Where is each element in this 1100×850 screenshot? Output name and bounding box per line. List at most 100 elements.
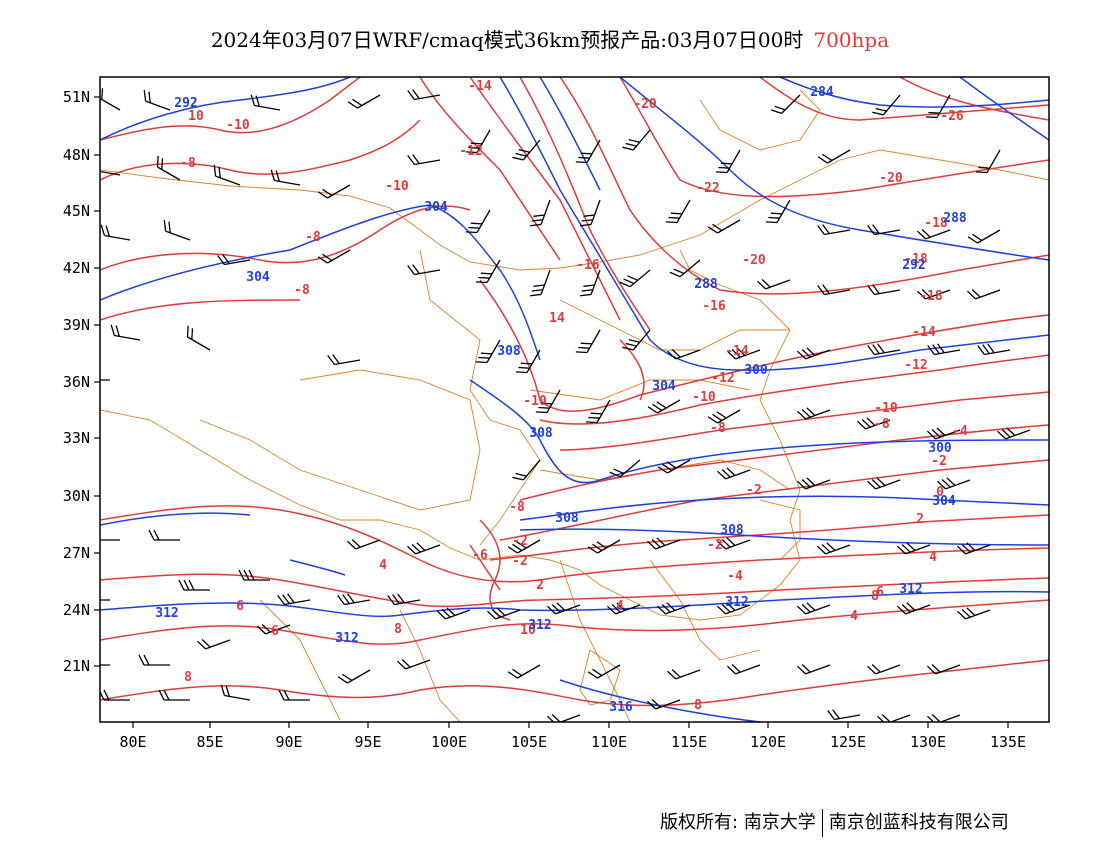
wind-barb <box>277 593 311 606</box>
wind-barb <box>278 689 310 701</box>
wind-barb-flag <box>982 344 990 355</box>
lon-tick-label: 85E <box>196 733 223 751</box>
wind-barb-flag <box>322 188 333 197</box>
lat-tick-label: 21N <box>63 657 90 675</box>
lat-tick-label: 33N <box>63 429 90 447</box>
wind-barb <box>217 254 251 266</box>
wind-barb-flag <box>547 605 557 615</box>
wind-barb-flag <box>806 602 816 611</box>
wind-barb-flag <box>881 714 891 722</box>
wind-barb-flag <box>971 289 981 298</box>
wind-barb-flag <box>877 715 887 722</box>
wind-barb <box>797 664 831 675</box>
footer-separator <box>821 809 823 837</box>
wind-barb-flag <box>613 468 625 475</box>
temperature-contour-line <box>619 77 1049 198</box>
wind-barb-flag <box>351 539 361 548</box>
lat-tick-label: 48N <box>63 146 90 164</box>
wind-barb-flag <box>957 545 967 555</box>
temperature-contour-label: 0 <box>936 485 944 500</box>
height-contour-line <box>499 77 1049 371</box>
height-contour-line <box>519 528 1049 546</box>
wind-barb-flag <box>721 469 731 478</box>
wind-barb-staff <box>517 664 541 679</box>
wind-barb-flag <box>491 609 501 618</box>
temperature-contour-label: -2 <box>746 483 762 498</box>
wind-barb-flag <box>657 605 667 615</box>
wind-barb-flag <box>468 146 480 149</box>
wind-barb-flag <box>163 689 170 701</box>
wind-barb <box>867 343 901 356</box>
wind-barb-staff <box>725 539 751 550</box>
temperature-contours <box>100 77 1049 707</box>
wind-barb <box>407 89 441 101</box>
wind-barb-staff <box>935 664 961 675</box>
wind-barb-flag <box>872 111 884 116</box>
temperature-contour-label: 10 <box>520 623 536 638</box>
wind-barb-flag <box>470 222 483 225</box>
wind-barb-flag <box>872 344 880 355</box>
temperature-contour-label: -20 <box>633 97 657 112</box>
lon-tick-label: 90E <box>275 733 302 751</box>
height-contour-label: 300 <box>928 441 952 456</box>
wind-barb <box>817 224 851 236</box>
lat-tick-label: 51N <box>63 88 90 106</box>
wind-barb-flag <box>871 479 881 488</box>
wind-barb-staff <box>675 349 701 360</box>
wind-barb-flag <box>731 349 741 358</box>
wind-barb-flag <box>931 429 941 438</box>
wind-barb-flag <box>407 155 415 165</box>
wind-barb-staff <box>495 609 521 620</box>
wind-barb-flag <box>867 285 875 295</box>
wind-barb <box>178 579 210 591</box>
wind-barb <box>707 219 741 234</box>
wind-barb-staff <box>965 609 991 620</box>
contour-labels: -14-20-2610-10-8-12-22-20-10-8-8-18-16-1… <box>155 79 968 715</box>
wind-barb <box>857 417 891 430</box>
wind-barb-flag <box>651 539 661 548</box>
wind-barb-flag <box>322 253 333 262</box>
temperature-contour-label: -4 <box>727 569 743 584</box>
height-contour-line <box>100 77 351 141</box>
boundary-line <box>649 559 761 661</box>
wind-barb <box>347 94 381 109</box>
temperature-contour-label: 4 <box>379 558 387 573</box>
wind-barb-flag <box>163 219 167 232</box>
wind-barb-flag <box>538 406 550 409</box>
wind-barb-flag <box>616 602 626 611</box>
wind-barb-flag <box>94 530 99 540</box>
wind-barb-flag <box>757 280 767 290</box>
wind-barb-flag <box>480 272 493 275</box>
wind-barb-flag <box>337 676 348 684</box>
temperature-contour-line <box>100 299 301 321</box>
wind-barb <box>867 224 901 236</box>
temperature-contour-label: -18 <box>924 216 948 231</box>
wind-barb <box>507 539 541 554</box>
wind-barb-flag <box>657 466 668 474</box>
temperature-contour-label: -2 <box>512 534 528 549</box>
wind-barb <box>707 409 741 424</box>
temperature-contour-label: -20 <box>879 171 903 186</box>
wind-barb-flag <box>592 668 603 677</box>
wind-barb-flag <box>347 101 358 109</box>
wind-barb-flag <box>392 594 400 605</box>
wind-barb-staff <box>100 96 121 111</box>
wind-barb-flag <box>967 236 978 244</box>
wind-barb <box>585 399 611 424</box>
wind-barb-flag <box>625 142 637 147</box>
copyright-right: 南京创蓝科技有限公司 <box>828 812 1009 833</box>
wind-barb-flag <box>619 281 631 288</box>
wind-barb <box>186 325 211 351</box>
wind-barb-flag <box>465 231 478 234</box>
wind-barb-flag <box>861 419 871 428</box>
wind-barb-staff <box>925 229 951 240</box>
wind-barb-flag <box>661 604 671 613</box>
wind-barb-flag <box>531 219 543 222</box>
height-contour-line <box>100 204 541 361</box>
map-content: -14-20-2610-10-8-12-22-20-10-8-8-18-16-1… <box>94 77 1049 722</box>
wind-barb-flag <box>822 284 830 295</box>
wind-barb-flag <box>218 166 221 178</box>
wind-barb <box>515 349 541 374</box>
wind-barb-flag <box>628 339 640 343</box>
wind-barb <box>100 689 130 701</box>
